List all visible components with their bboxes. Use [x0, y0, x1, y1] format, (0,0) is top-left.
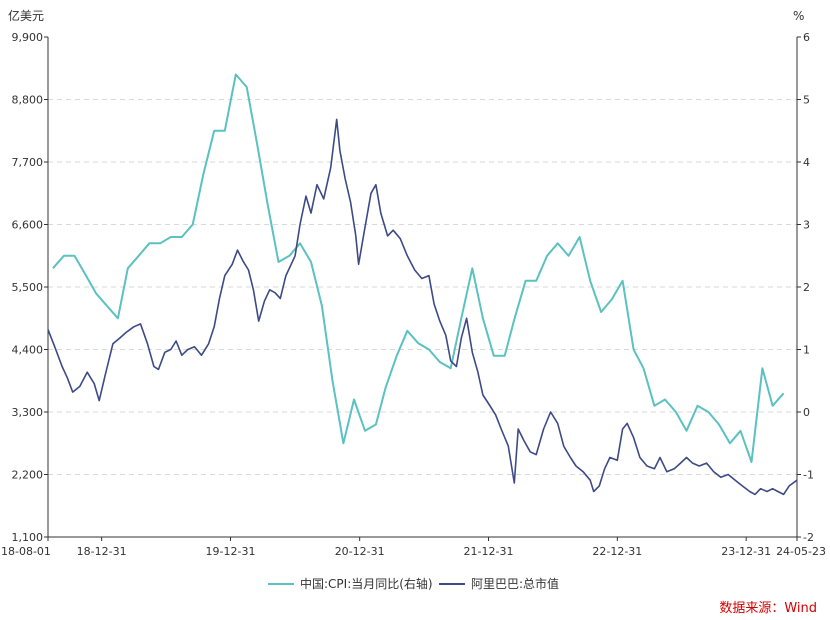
x-tick-label: 18-08-01 — [1, 545, 51, 558]
right-tick-label: 3 — [803, 219, 810, 232]
right-tick-label: 0 — [803, 406, 810, 419]
x-tick-label: 19-12-31 — [206, 545, 256, 558]
right-tick-label: -2 — [803, 531, 814, 544]
right-axis-ticks: 6 5 4 3 2 1 0 -1 -2 — [797, 31, 814, 544]
cpi-series-line — [52, 73, 785, 463]
left-axis-ticks: 9,900 8,800 7,700 6,600 5,500 4,400 3,300 2,200… — [12, 31, 48, 544]
legend: 中国:CPI:当月同比(右轴) 阿里巴巴:总市值 — [268, 576, 559, 591]
left-tick-label: 4,400 — [12, 344, 44, 357]
legend-label: 阿里巴巴:总市值 — [471, 576, 559, 591]
legend-label: 中国:CPI:当月同比(右轴) — [300, 576, 433, 591]
x-tick-label: 22-12-31 — [592, 545, 642, 558]
right-tick-label: 2 — [803, 281, 810, 294]
left-tick-label: 3,300 — [12, 406, 44, 419]
grid — [48, 99, 797, 475]
right-tick-label: -1 — [803, 469, 814, 482]
left-tick-label: 2,200 — [12, 469, 44, 482]
right-axis-unit: % — [793, 9, 804, 23]
right-tick-label: 6 — [803, 31, 810, 44]
x-tick-label: 20-12-31 — [335, 545, 385, 558]
left-tick-label: 1,100 — [12, 531, 44, 544]
right-tick-label: 4 — [803, 156, 810, 169]
x-tick-label: 21-12-31 — [464, 545, 514, 558]
left-tick-label: 6,600 — [12, 219, 44, 232]
x-tick-label: 18-12-31 — [77, 545, 127, 558]
left-axis-unit: 亿美元 — [8, 8, 44, 23]
right-tick-label: 1 — [803, 344, 810, 357]
left-tick-label: 5,500 — [12, 281, 44, 294]
left-tick-label: 7,700 — [12, 156, 44, 169]
x-tick-label: 24-05-23 — [776, 545, 826, 558]
right-tick-label: 5 — [803, 94, 810, 107]
series-layer — [47, 73, 798, 496]
source-note: 数据来源：Wind — [719, 601, 817, 616]
x-tick-label: 23-12-31 — [721, 545, 771, 558]
left-tick-label: 9,900 — [12, 31, 44, 44]
alibaba-market-cap-line — [47, 118, 798, 496]
left-tick-label: 8,800 — [12, 94, 44, 107]
x-axis-ticks: 18-08-01 18-12-31 19-12-31 20-12-31 21-12-31… — [1, 537, 826, 558]
